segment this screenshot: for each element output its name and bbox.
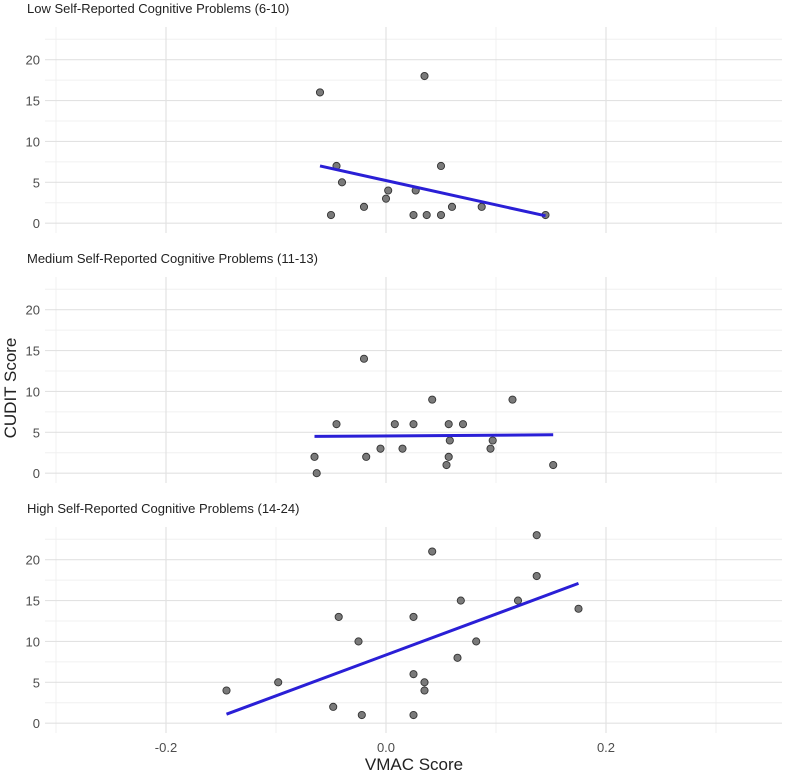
y-tick-label: 20 xyxy=(26,303,40,318)
y-tick-label: 0 xyxy=(33,466,40,481)
y-tick-label: 5 xyxy=(33,425,40,440)
data-point xyxy=(363,453,370,460)
panel-2: Medium Self-Reported Cognitive Problems … xyxy=(26,251,782,483)
y-tick-label: 10 xyxy=(26,384,40,399)
data-point xyxy=(473,638,480,645)
data-point xyxy=(410,671,417,678)
data-point xyxy=(360,203,367,210)
data-point xyxy=(316,89,323,96)
y-tick-label: 15 xyxy=(26,344,40,359)
data-point xyxy=(448,203,455,210)
data-point xyxy=(575,605,582,612)
data-point xyxy=(454,654,461,661)
data-point xyxy=(487,445,494,452)
data-point xyxy=(478,203,485,210)
regression-line xyxy=(315,435,554,437)
data-point xyxy=(410,613,417,620)
y-tick-label: 20 xyxy=(26,53,40,68)
regression-line xyxy=(320,166,546,216)
data-point xyxy=(355,638,362,645)
panels-layer: Low Self-Reported Cognitive Problems (6-… xyxy=(26,1,782,755)
data-point xyxy=(391,421,398,428)
data-point xyxy=(429,548,436,555)
y-tick-label: 0 xyxy=(33,216,40,231)
data-point xyxy=(445,421,452,428)
y-tick-label: 15 xyxy=(26,94,40,109)
data-point xyxy=(550,461,557,468)
data-point xyxy=(410,421,417,428)
data-point xyxy=(509,396,516,403)
data-point xyxy=(335,613,342,620)
y-tick-label: 0 xyxy=(33,716,40,731)
data-point xyxy=(360,355,367,362)
data-point xyxy=(358,711,365,718)
data-point xyxy=(457,597,464,604)
data-point xyxy=(330,703,337,710)
data-point xyxy=(410,711,417,718)
panel-1: Low Self-Reported Cognitive Problems (6-… xyxy=(26,1,782,233)
data-point xyxy=(327,211,334,218)
data-point xyxy=(533,572,540,579)
panel-3: High Self-Reported Cognitive Problems (1… xyxy=(26,501,782,733)
y-tick-label: 10 xyxy=(26,134,40,149)
data-point xyxy=(421,687,428,694)
data-point xyxy=(223,687,230,694)
x-axis-title: VMAC Score xyxy=(365,755,463,774)
data-point xyxy=(459,421,466,428)
data-point xyxy=(429,396,436,403)
y-tick-label: 15 xyxy=(26,594,40,609)
data-point xyxy=(533,532,540,539)
data-point xyxy=(275,679,282,686)
data-point xyxy=(446,437,453,444)
data-point xyxy=(410,211,417,218)
y-axis-title: CUDIT Score xyxy=(1,338,20,439)
panel-title: Low Self-Reported Cognitive Problems (6-… xyxy=(27,1,289,16)
data-point xyxy=(385,187,392,194)
x-tick-label: 0.0 xyxy=(377,740,395,755)
panel-title: Medium Self-Reported Cognitive Problems … xyxy=(27,251,318,266)
data-point xyxy=(313,470,320,477)
data-point xyxy=(333,421,340,428)
panel-title: High Self-Reported Cognitive Problems (1… xyxy=(27,501,299,516)
data-point xyxy=(421,679,428,686)
y-tick-label: 20 xyxy=(26,553,40,568)
x-tick-label: 0.2 xyxy=(597,740,615,755)
data-point xyxy=(399,445,406,452)
data-point xyxy=(423,211,430,218)
data-point xyxy=(437,162,444,169)
data-point xyxy=(445,453,452,460)
data-point xyxy=(338,179,345,186)
y-tick-label: 5 xyxy=(33,175,40,190)
data-point xyxy=(514,597,521,604)
data-point xyxy=(382,195,389,202)
y-tick-label: 5 xyxy=(33,675,40,690)
regression-line xyxy=(227,583,579,714)
data-point xyxy=(437,211,444,218)
data-point xyxy=(421,72,428,79)
data-point xyxy=(489,437,496,444)
y-tick-label: 10 xyxy=(26,634,40,649)
x-tick-label: -0.2 xyxy=(155,740,177,755)
data-point xyxy=(443,461,450,468)
data-point xyxy=(377,445,384,452)
data-point xyxy=(311,453,318,460)
